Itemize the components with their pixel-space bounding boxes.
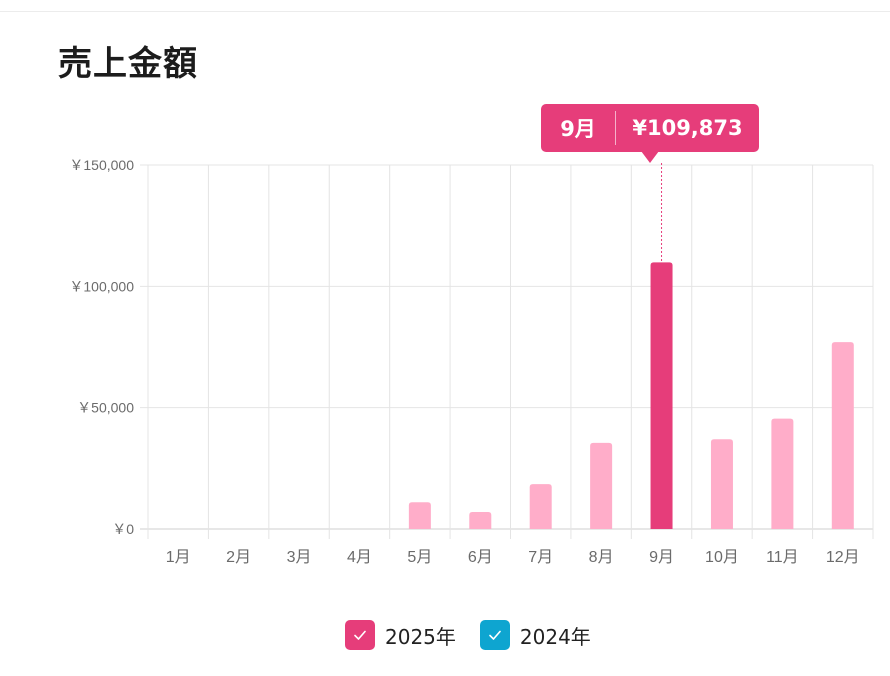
bar[interactable] xyxy=(590,442,613,529)
x-tick-label: 2月 xyxy=(226,549,251,566)
bar[interactable] xyxy=(408,502,431,529)
x-tick-label: 4月 xyxy=(347,549,372,566)
tooltip-month: 9月 xyxy=(560,117,596,141)
x-tick-label: 10月 xyxy=(705,549,739,566)
x-tick-label: 8月 xyxy=(589,549,614,566)
check-icon xyxy=(354,630,366,640)
y-tick-label: ￥0 xyxy=(112,521,134,537)
checkbox-icon[interactable] xyxy=(479,620,510,650)
checkbox-icon[interactable] xyxy=(345,620,375,650)
y-tick-label: ￥150,000 xyxy=(69,157,134,173)
bar[interactable] xyxy=(650,262,673,529)
tooltip-arrow xyxy=(641,151,659,163)
bar[interactable] xyxy=(710,439,733,529)
legend-item-2024[interactable]: 2024年 xyxy=(479,620,591,650)
x-axis-ticks: 1月 2月 3月 4月 5月 6月 7月 8月 9月 10月 11月 12月 xyxy=(166,549,860,566)
y-tick-label: ￥100,000 xyxy=(69,278,134,294)
chart-grid xyxy=(140,164,874,539)
x-tick-label: 9月 xyxy=(649,549,674,566)
value-tooltip: 9月 ¥109,873 xyxy=(541,104,759,152)
x-tick-label: 12月 xyxy=(826,549,860,566)
legend-item-2025[interactable]: 2025年 xyxy=(345,620,456,650)
bar[interactable] xyxy=(529,484,552,529)
legend-label: 2025年 xyxy=(385,624,456,649)
x-tick-label: 11月 xyxy=(766,549,799,566)
tooltip-separator xyxy=(615,111,616,145)
chart-bars xyxy=(408,262,854,529)
y-tick-label: ￥50,000 xyxy=(77,400,134,416)
check-icon xyxy=(489,630,501,640)
y-axis-ticks: ￥0 ￥50,000 ￥100,000 ￥150,000 xyxy=(69,157,134,537)
x-tick-label: 5月 xyxy=(407,549,432,566)
legend-label: 2024年 xyxy=(519,624,591,649)
top-divider xyxy=(0,11,890,12)
x-tick-label: 6月 xyxy=(468,549,493,566)
x-tick-label: 3月 xyxy=(287,549,312,566)
tooltip-value: ¥109,873 xyxy=(632,116,743,140)
x-tick-label: 1月 xyxy=(166,549,191,566)
bar[interactable] xyxy=(771,418,794,529)
chart-legend: 2025年 2024年 xyxy=(345,620,591,650)
x-tick-label: 7月 xyxy=(528,549,553,566)
bar[interactable] xyxy=(469,512,492,529)
page-title: 売上金額 xyxy=(58,44,198,84)
bar[interactable] xyxy=(831,342,854,529)
